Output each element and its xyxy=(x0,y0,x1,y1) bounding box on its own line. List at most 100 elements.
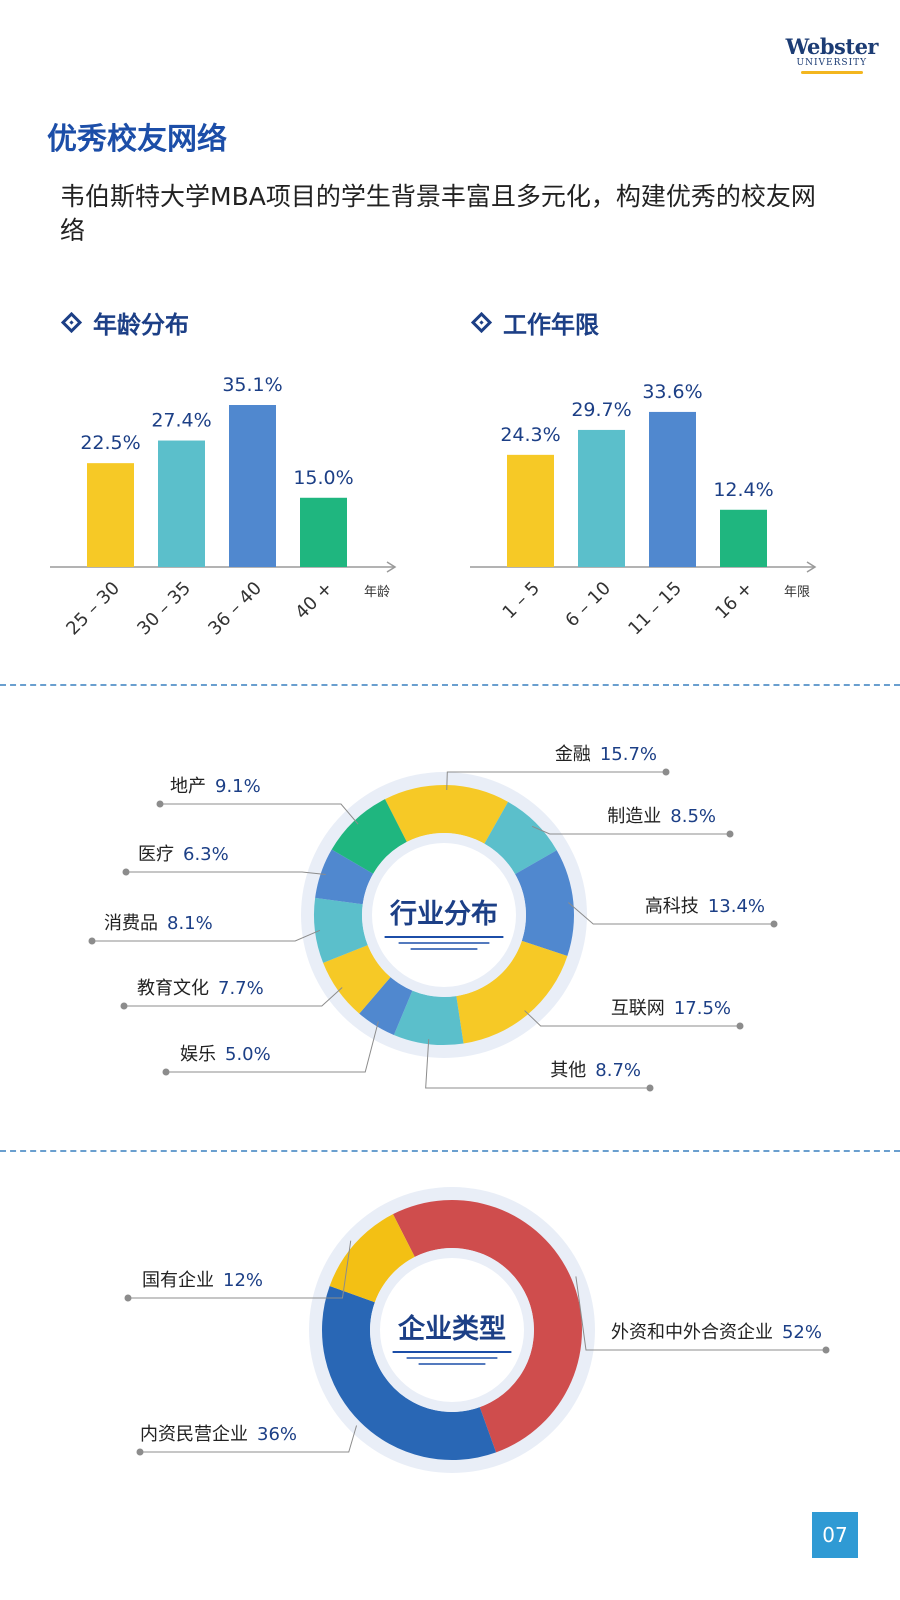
intro-text: 韦伯斯特大学MBA项目的学生背景丰富且多元化，构建优秀的校友网络 xyxy=(60,182,816,245)
donut-center xyxy=(380,1258,524,1402)
slice-percent: 13.4% xyxy=(707,896,765,917)
industry-donut-chart: 行业分布 xyxy=(88,768,778,1092)
slice-percent: 52% xyxy=(781,1322,822,1343)
logo-underline xyxy=(800,71,863,74)
leader-dot xyxy=(136,1448,144,1456)
leader-dot xyxy=(156,800,164,808)
leader-dot xyxy=(124,1294,132,1302)
x-tick-label: 25 – 30 xyxy=(62,578,124,640)
donut-slice-7 xyxy=(323,945,391,1014)
slice-name: 外资和中外合资企业 xyxy=(610,1322,773,1343)
slice-name: 教育文化 xyxy=(137,978,209,999)
bar-value-label: 22.5% xyxy=(80,432,140,454)
slice-percent: 5.0% xyxy=(225,1044,271,1065)
donut-title: 企业类型 xyxy=(398,1313,506,1345)
donut-center xyxy=(372,843,516,987)
leader-line xyxy=(92,929,321,942)
age-chart-title: 年龄分布 xyxy=(93,311,189,339)
leader-dot xyxy=(770,920,778,928)
bar-value-label: 29.7% xyxy=(571,399,631,421)
bar-4 xyxy=(720,509,767,567)
bar-value-label: 24.3% xyxy=(500,424,560,446)
slice-percent: 6.3% xyxy=(183,844,229,865)
slice-label: 医疗 6.3% xyxy=(138,846,229,864)
x-axis-label: 年限 xyxy=(784,585,810,600)
donut-slice-9 xyxy=(315,849,374,905)
diamond-icon xyxy=(470,311,493,333)
leader-line xyxy=(531,825,730,835)
x-axis-label: 年龄 xyxy=(364,585,390,600)
donut-slice-8 xyxy=(314,897,368,963)
slice-name: 其他 xyxy=(550,1060,587,1081)
slice-label: 教育文化 7.7% xyxy=(137,980,264,998)
slice-percent: 17.5% xyxy=(673,998,731,1019)
slice-name: 高科技 xyxy=(644,896,699,917)
leader-line xyxy=(160,803,359,825)
x-axis-arrow-icon xyxy=(386,561,397,573)
donut-slice-2 xyxy=(484,801,557,875)
slice-label: 高科技 13.4% xyxy=(645,898,765,916)
x-tick-label: 1 – 5 xyxy=(499,578,545,624)
webster-logo: Webster UNIVERSITY xyxy=(785,34,879,74)
tenure-section-heading: 工作年限 xyxy=(470,305,599,340)
donut-slice-2 xyxy=(321,1285,497,1460)
bar-3 xyxy=(649,411,696,567)
age-bar-chart: 年龄 22.5% 25 – 30 27.4% 30 – 35 35.1% 36 – 40 15… xyxy=(50,374,397,640)
leader-line xyxy=(568,902,774,925)
donut-slice-10 xyxy=(331,799,407,874)
slice-label: 国有企业 12% xyxy=(142,1272,263,1290)
slice-percent: 9.1% xyxy=(215,776,261,797)
bar-2 xyxy=(158,440,205,567)
bar-value-label: 35.1% xyxy=(222,374,282,396)
slice-percent: 7.7% xyxy=(218,978,264,999)
leader-line xyxy=(575,1276,826,1351)
donut-slice-4 xyxy=(456,940,568,1044)
slice-percent: 15.7% xyxy=(599,744,657,765)
leader-dot xyxy=(822,1346,830,1354)
company-donut-chart: 企业类型 xyxy=(124,1187,830,1473)
slice-label: 金融 15.7% xyxy=(555,746,657,764)
leader-dot xyxy=(122,868,130,876)
slice-percent: 12% xyxy=(223,1270,264,1291)
slice-name: 金融 xyxy=(554,744,591,765)
slice-percent: 36% xyxy=(257,1424,298,1445)
x-tick-label: 16 + xyxy=(711,578,757,624)
leader-line xyxy=(425,1039,650,1089)
leader-line xyxy=(166,1021,379,1073)
slice-name: 地产 xyxy=(170,776,206,797)
page-number: 07 xyxy=(812,1512,858,1558)
age-section-heading: 年龄分布 xyxy=(60,305,189,340)
donut-slice-6 xyxy=(359,977,413,1035)
leader-dot xyxy=(120,1002,128,1010)
x-axis-arrow-icon xyxy=(806,561,817,573)
logo-subtitle: UNIVERSITY xyxy=(796,58,868,68)
logo-wordmark: Webster xyxy=(785,34,879,59)
section-divider xyxy=(0,1150,900,1152)
slice-percent: 8.5% xyxy=(670,806,716,827)
donut-slice-3 xyxy=(329,1214,415,1303)
leader-dot xyxy=(88,937,96,945)
tenure-bar-chart: 年限 24.3% 1 – 5 29.7% 6 – 10 33.6% 11 – 15 12.4%… xyxy=(470,381,817,639)
slice-label: 内资民营企业 36% xyxy=(140,1426,297,1444)
slice-percent: 8.7% xyxy=(595,1060,641,1081)
tenure-chart-title: 工作年限 xyxy=(503,311,599,339)
bar-1 xyxy=(507,454,554,567)
slice-name: 互联网 xyxy=(610,998,665,1019)
slice-name: 国有企业 xyxy=(142,1270,214,1291)
leader-line xyxy=(140,1425,358,1453)
slice-label: 娱乐 5.0% xyxy=(180,1046,271,1064)
bar-value-label: 27.4% xyxy=(151,410,211,432)
slice-percent: 8.1% xyxy=(167,913,213,934)
x-tick-label: 36 – 40 xyxy=(204,578,266,640)
x-tick-label: 6 – 10 xyxy=(561,578,615,632)
bar-3 xyxy=(229,405,276,567)
leader-line xyxy=(124,987,343,1007)
slice-name: 内资民营企业 xyxy=(140,1424,248,1445)
donut-title: 行业分布 xyxy=(389,898,498,930)
leader-line xyxy=(128,1240,352,1299)
leader-line xyxy=(524,1010,740,1027)
slice-label: 其他 8.7% xyxy=(550,1062,641,1080)
leader-dot xyxy=(646,1084,654,1092)
leader-dot xyxy=(162,1068,170,1076)
leader-dot xyxy=(662,768,670,776)
